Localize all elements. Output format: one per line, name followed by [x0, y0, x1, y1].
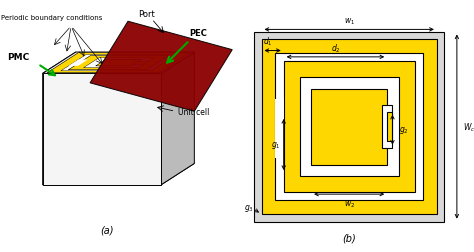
- Text: $g_1$: $g_1$: [272, 139, 281, 150]
- Text: Port: Port: [138, 10, 155, 19]
- Polygon shape: [90, 22, 232, 112]
- Bar: [275, 100, 284, 159]
- Polygon shape: [61, 55, 176, 72]
- Bar: [311, 89, 387, 165]
- Polygon shape: [132, 62, 148, 65]
- Text: $d_1$: $d_1$: [263, 36, 273, 48]
- Text: PEC: PEC: [190, 29, 208, 38]
- Text: Periodic boundary conditions: Periodic boundary conditions: [1, 15, 102, 21]
- Polygon shape: [131, 61, 150, 66]
- Polygon shape: [96, 60, 141, 67]
- Text: $w_1$: $w_1$: [344, 17, 355, 27]
- Bar: [387, 112, 392, 142]
- Text: $g_3$: $g_3$: [244, 203, 254, 213]
- Text: $W_{cell}$: $W_{cell}$: [463, 121, 474, 133]
- Bar: [383, 106, 392, 148]
- Bar: [300, 78, 399, 176]
- Text: $g_2$: $g_2$: [399, 125, 409, 136]
- Text: PMC: PMC: [7, 53, 29, 62]
- Polygon shape: [43, 164, 194, 185]
- Text: (a): (a): [100, 224, 113, 234]
- Text: $d_2$: $d_2$: [330, 42, 340, 54]
- Polygon shape: [43, 74, 161, 185]
- Bar: [262, 40, 437, 214]
- Text: $w_2$: $w_2$: [344, 199, 355, 209]
- Polygon shape: [68, 60, 88, 67]
- Text: (b): (b): [342, 233, 356, 243]
- Bar: [284, 62, 415, 192]
- Polygon shape: [47, 53, 190, 73]
- Polygon shape: [43, 53, 194, 74]
- Polygon shape: [161, 53, 194, 185]
- Polygon shape: [83, 58, 154, 68]
- Text: Unit cell: Unit cell: [178, 107, 209, 116]
- Bar: [254, 33, 444, 222]
- Polygon shape: [68, 56, 169, 71]
- Bar: [275, 53, 423, 201]
- Polygon shape: [43, 53, 76, 185]
